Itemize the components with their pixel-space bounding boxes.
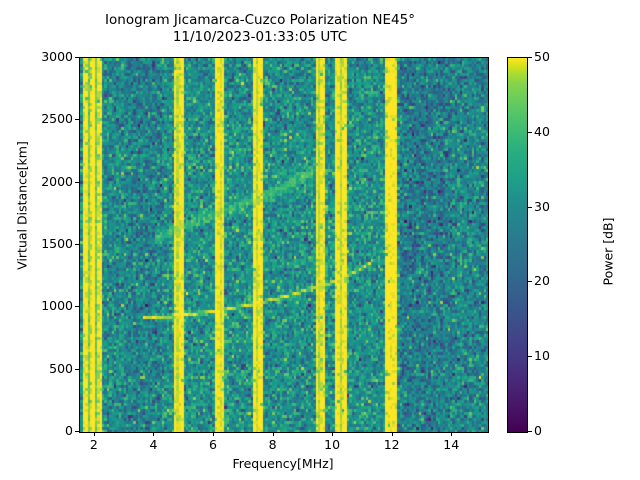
title-timestamp-line: 11/10/2023-01:33:05 UTC: [172, 29, 348, 45]
ionogram-heatmap: [80, 58, 488, 432]
y-tick-mark: [75, 57, 79, 58]
colorbar-tick-mark: [528, 131, 532, 133]
x-tick-label: 8: [268, 437, 277, 452]
y-tick-mark: [75, 119, 79, 121]
y-tick-label: 500: [49, 360, 73, 376]
y-tick-label: 2000: [41, 173, 73, 189]
y-tick-label: 2500: [41, 111, 73, 127]
y-tick-mark: [75, 181, 79, 183]
colorbar-tick-mark: [528, 431, 532, 432]
x-axis-label: Frequency[MHz]: [232, 456, 334, 471]
y-tick-label: 0: [65, 423, 73, 438]
x-tick-mark: [93, 432, 95, 436]
colorbar-tick-label: 30: [534, 198, 550, 214]
colorbar-tick-label: 10: [534, 348, 550, 364]
y-tick-label: 1000: [41, 298, 73, 314]
x-tick-label: 14: [443, 437, 460, 452]
y-tick-label: 1500: [41, 236, 73, 251]
colorbar-tick-label: 50: [534, 49, 550, 64]
x-tick-mark: [272, 432, 274, 436]
page-title: Ionogram Jicamarca-Cuzco Polarization NE…: [0, 12, 520, 46]
y-tick-mark: [75, 306, 79, 308]
x-tick-mark: [391, 432, 393, 436]
y-tick-mark: [75, 431, 79, 432]
y-tick-mark: [75, 244, 79, 245]
colorbar-tick-mark: [528, 281, 532, 283]
x-tick-mark: [332, 432, 334, 436]
y-tick-label: 3000: [41, 49, 73, 64]
y-axis-label: Virtual Distance[km]: [14, 141, 30, 270]
x-tick-label: 4: [149, 437, 158, 452]
x-tick-label: 6: [209, 437, 217, 452]
x-tick-mark: [451, 432, 453, 436]
colorbar-tick-mark: [528, 356, 532, 358]
colorbar-tick-mark: [528, 57, 532, 58]
x-tick-label: 10: [324, 437, 341, 452]
colorbar-gradient: [507, 57, 528, 433]
colorbar-label: Power [dB]: [600, 217, 616, 286]
title-instrument-line: Ionogram Jicamarca-Cuzco Polarization NE…: [105, 12, 415, 28]
colorbar-tick-label: 0: [534, 423, 542, 438]
colorbar-tick-mark: [528, 206, 532, 208]
colorbar-tick-label: 20: [534, 273, 550, 289]
x-tick-mark: [213, 432, 214, 436]
y-tick-mark: [75, 368, 79, 370]
x-tick-label: 12: [383, 437, 400, 452]
x-tick-label: 2: [89, 437, 98, 452]
ionogram-plot-area: [79, 57, 489, 433]
x-tick-mark: [153, 432, 155, 436]
colorbar-tick-label: 40: [534, 123, 550, 139]
